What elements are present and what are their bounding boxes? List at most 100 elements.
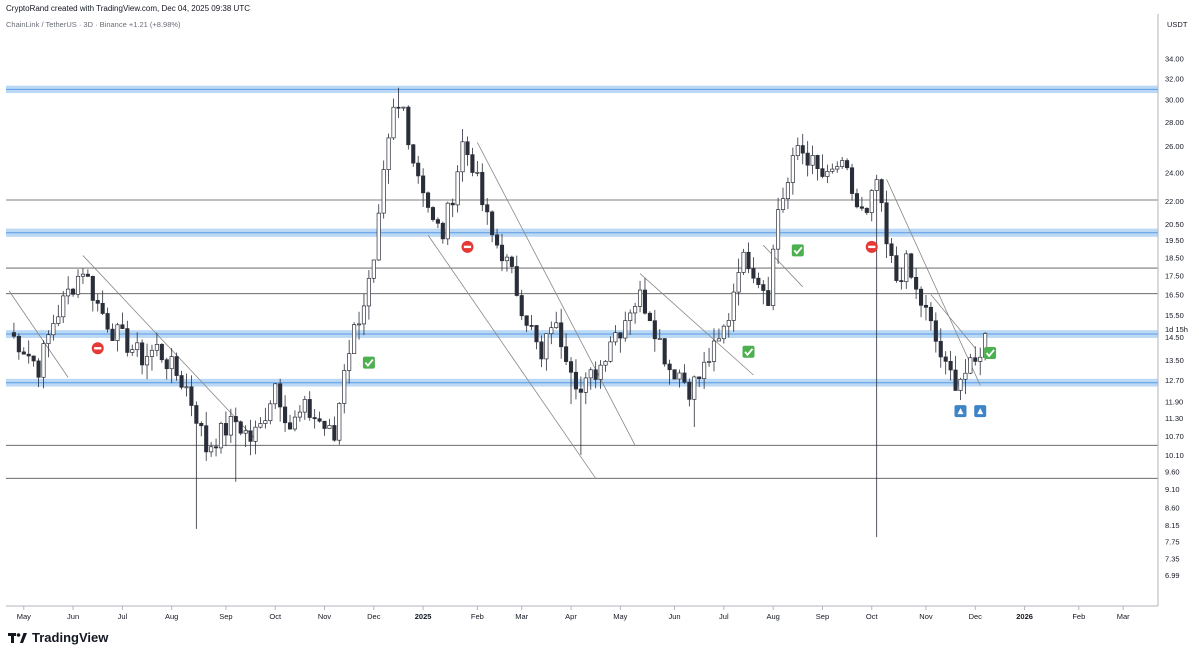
price-tick-label: 22.00 xyxy=(1165,197,1184,206)
candle-body xyxy=(480,171,485,206)
candle-body xyxy=(608,341,613,362)
candle-body xyxy=(440,222,445,240)
candle-body xyxy=(815,155,820,170)
candle-body xyxy=(559,322,564,348)
candle-body xyxy=(189,386,194,406)
candle-body xyxy=(125,328,130,353)
trendlines xyxy=(8,142,981,479)
candle-body xyxy=(302,399,307,413)
candle-body xyxy=(411,144,416,164)
candle-body xyxy=(943,356,948,362)
trendline-0 xyxy=(8,290,69,378)
candle-body xyxy=(899,280,904,283)
candle-body xyxy=(322,420,327,429)
candle-body xyxy=(835,166,840,170)
time-tick-label: Aug xyxy=(165,612,178,621)
candle-body xyxy=(869,190,874,213)
signal-markers xyxy=(91,240,997,418)
candle-body xyxy=(401,106,406,109)
candle-body xyxy=(613,332,618,343)
candle-body xyxy=(884,202,889,245)
candle-body xyxy=(386,137,391,170)
check-mark-icon xyxy=(362,356,375,369)
candle-body xyxy=(95,300,100,304)
time-tick-label: May xyxy=(17,612,31,621)
time-tick-label: May xyxy=(613,612,627,621)
price-tick-label: 30.00 xyxy=(1165,96,1184,105)
candle-body xyxy=(647,312,652,322)
candle-body xyxy=(909,253,914,278)
trendline-5 xyxy=(762,244,804,288)
axes: USDT xyxy=(6,14,1188,607)
candle-body xyxy=(337,403,342,441)
candle-body xyxy=(726,320,731,327)
candle-body xyxy=(258,423,263,428)
candle-body xyxy=(825,171,830,177)
trendline-6 xyxy=(886,179,981,386)
candle-body xyxy=(771,248,776,306)
time-axis-ticks: May Jun Jul Aug Sep Oct Nov Dec 2025 Feb Mar Apr May… xyxy=(17,606,1130,621)
candle-body xyxy=(736,272,741,293)
candle-body xyxy=(149,349,155,357)
candle-body xyxy=(697,376,702,379)
time-tick-label: Apr xyxy=(565,612,577,621)
candle-body xyxy=(26,353,31,357)
price-tick-label: 10.70 xyxy=(1165,432,1184,441)
candle-body xyxy=(356,323,362,326)
candle-body xyxy=(396,106,401,109)
price-tick-label: 13.50 xyxy=(1165,356,1184,365)
no-entry-icon-bar xyxy=(868,245,876,249)
time-tick-label: Aug xyxy=(766,612,779,621)
candle-body xyxy=(391,106,396,139)
price-tick-label: 19.50 xyxy=(1165,236,1184,245)
candle-body xyxy=(524,315,529,326)
candle-body xyxy=(795,145,800,157)
candle-body xyxy=(628,312,633,322)
candle-body xyxy=(347,353,352,371)
candle-body xyxy=(11,332,16,337)
candle-body xyxy=(662,338,667,365)
price-tick-label: 11.90 xyxy=(1165,397,1183,406)
tradingview-logo: TradingView xyxy=(8,630,108,645)
candle-body xyxy=(361,305,367,325)
candle-body xyxy=(682,372,687,383)
candle-body xyxy=(953,369,958,391)
candle-body xyxy=(534,325,539,343)
candle-body xyxy=(568,361,574,373)
price-tick-label: 9.10 xyxy=(1165,485,1180,494)
candle-body xyxy=(914,276,919,290)
check-mark-icon-tick xyxy=(985,349,995,358)
price-tick-label: 7.75 xyxy=(1165,537,1180,546)
candle-body xyxy=(179,375,184,388)
candle-body xyxy=(780,198,786,210)
time-tick-label: Feb xyxy=(1072,612,1085,621)
candle-body xyxy=(332,425,337,441)
candle-body xyxy=(130,349,135,353)
candle-body xyxy=(292,416,297,430)
candle-body xyxy=(973,357,978,362)
candle-body xyxy=(519,295,524,317)
candle-body xyxy=(623,320,628,339)
time-tick-label: Dec xyxy=(969,612,983,621)
price-tick-label: 12.70 xyxy=(1165,376,1184,385)
candle-body xyxy=(204,425,209,453)
candlesticks xyxy=(11,87,988,538)
candle-body xyxy=(918,288,924,306)
time-tick-label: 2025 xyxy=(415,612,432,621)
candle-body xyxy=(253,426,258,442)
candle-body xyxy=(667,363,672,371)
candle-body xyxy=(164,359,169,370)
candle-body xyxy=(56,316,61,324)
time-tick-label: Oct xyxy=(269,612,282,621)
candle-body xyxy=(593,369,598,380)
candle-body xyxy=(652,320,657,340)
no-entry-icon-bar xyxy=(94,347,102,350)
candle-body xyxy=(71,288,76,295)
horizontal-levels xyxy=(6,199,1158,479)
candle-body xyxy=(879,179,884,204)
trendline-2 xyxy=(427,234,596,479)
candle-body xyxy=(529,325,534,327)
candle-body xyxy=(923,304,929,308)
check-mark-icon-tick xyxy=(793,246,803,255)
